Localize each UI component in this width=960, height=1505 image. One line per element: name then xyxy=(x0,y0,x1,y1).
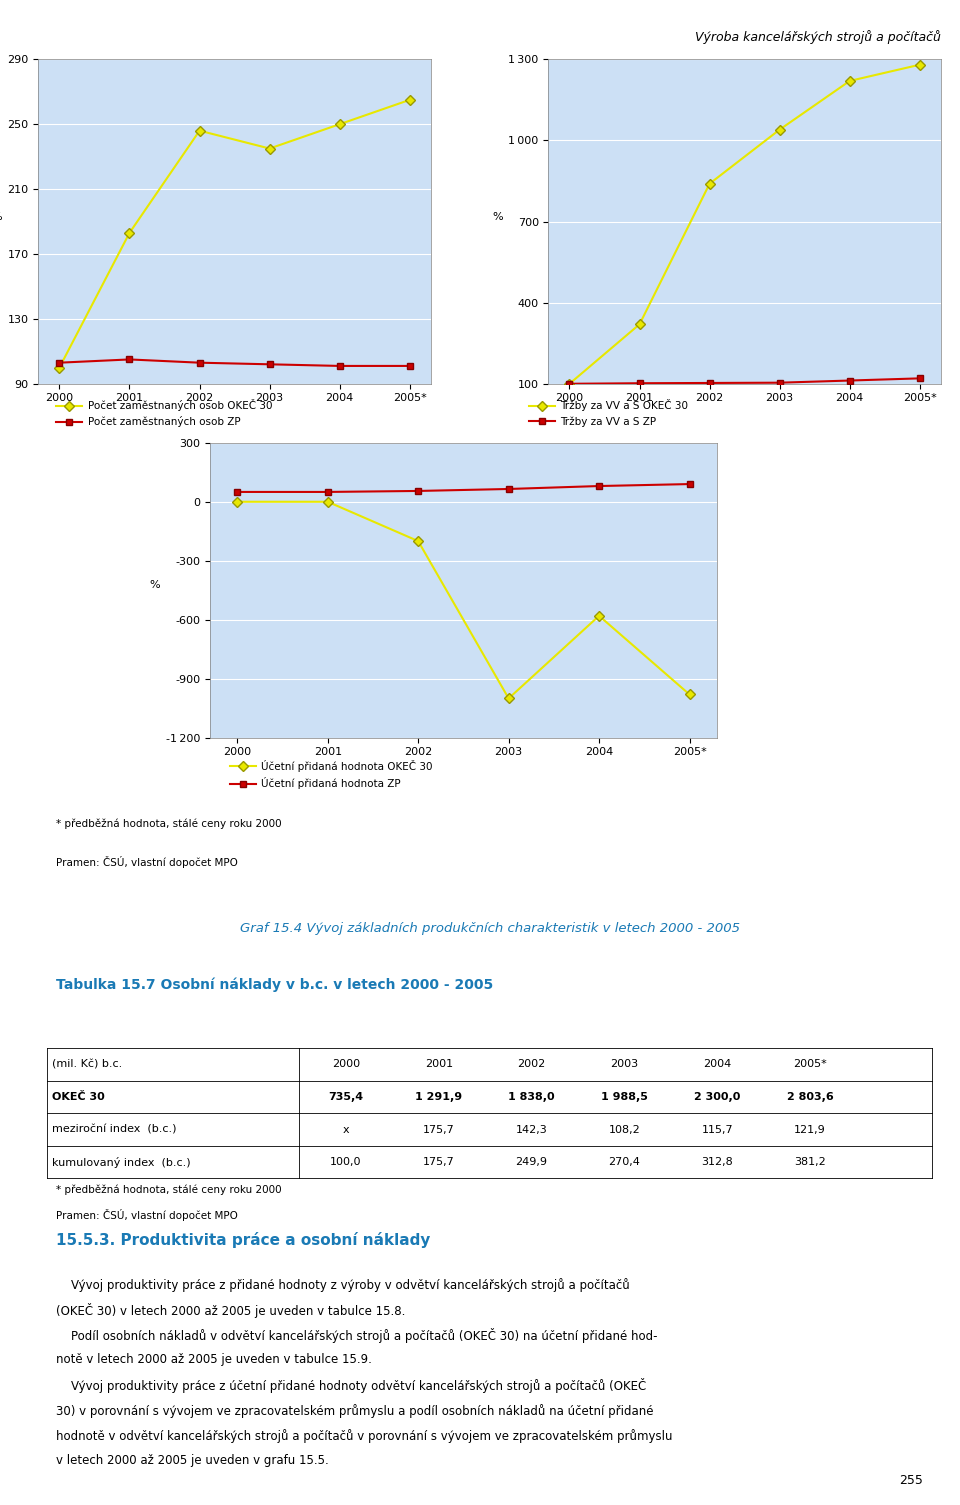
Text: v letech 2000 až 2005 je uveden v grafu 15.5.: v letech 2000 až 2005 je uveden v grafu … xyxy=(57,1454,329,1467)
Text: kumulovaný index  (b.c.): kumulovaný index (b.c.) xyxy=(52,1157,191,1168)
Text: Podíl osobních nákladů v odvětví kancelářských strojů a počítačů (OKEČ 30) na úč: Podíl osobních nákladů v odvětví kancelá… xyxy=(57,1327,658,1342)
Text: 2000: 2000 xyxy=(332,1060,360,1070)
Text: 249,9: 249,9 xyxy=(516,1157,547,1168)
Text: 381,2: 381,2 xyxy=(794,1157,826,1168)
Text: Výroba kancelářských strojů a počítačů: Výroba kancelářských strojů a počítačů xyxy=(695,30,941,44)
Text: 735,4: 735,4 xyxy=(328,1093,364,1102)
Text: 100,0: 100,0 xyxy=(330,1157,362,1168)
Text: 2002: 2002 xyxy=(517,1060,545,1070)
Text: 1 988,5: 1 988,5 xyxy=(601,1093,648,1102)
Y-axis label: %: % xyxy=(0,212,2,221)
Legend: Tržby za VV a S OKEČ 30, Tržby za VV a S ZP: Tržby za VV a S OKEČ 30, Tržby za VV a S… xyxy=(525,396,692,432)
Text: OKEČ 30: OKEČ 30 xyxy=(52,1093,105,1102)
Text: Vývoj produktivity práce z účetní přidané hodnoty odvětví kancelářských strojů a: Vývoj produktivity práce z účetní přidan… xyxy=(57,1379,647,1394)
Text: 312,8: 312,8 xyxy=(702,1157,733,1168)
Text: * předběžná hodnota, stálé ceny roku 2000: * předběžná hodnota, stálé ceny roku 200… xyxy=(57,819,282,829)
Text: 2003: 2003 xyxy=(611,1060,638,1070)
Text: 2 300,0: 2 300,0 xyxy=(694,1093,740,1102)
Text: 1 291,9: 1 291,9 xyxy=(415,1093,463,1102)
Text: Pramen: ČSÚ, vlastní dopočet MPO: Pramen: ČSÚ, vlastní dopočet MPO xyxy=(57,1209,238,1221)
Text: 30) v porovnání s vývojem ve zpracovatelském průmyslu a podíl osobních nákladů n: 30) v porovnání s vývojem ve zpracovatel… xyxy=(57,1404,654,1418)
Text: 15.5.3. Produktivita práce a osobní náklady: 15.5.3. Produktivita práce a osobní nákl… xyxy=(57,1233,431,1249)
Text: notě v letech 2000 až 2005 je uveden v tabulce 15.9.: notě v letech 2000 až 2005 je uveden v t… xyxy=(57,1353,372,1367)
Text: x: x xyxy=(343,1124,349,1135)
Text: 115,7: 115,7 xyxy=(702,1124,733,1135)
Y-axis label: %: % xyxy=(492,212,503,221)
Text: Pramen: ČSÚ, vlastní dopočet MPO: Pramen: ČSÚ, vlastní dopočet MPO xyxy=(57,856,238,868)
Text: 2001: 2001 xyxy=(424,1060,453,1070)
Text: meziroční index  (b.c.): meziroční index (b.c.) xyxy=(52,1124,177,1135)
Text: hodnotě v odvětví kancelářských strojů a počítačů v porovnání s vývojem ve zprac: hodnotě v odvětví kancelářských strojů a… xyxy=(57,1428,673,1443)
Text: 121,9: 121,9 xyxy=(794,1124,826,1135)
Text: 175,7: 175,7 xyxy=(422,1157,455,1168)
Text: * předběžná hodnota, stálé ceny roku 2000: * předběžná hodnota, stálé ceny roku 200… xyxy=(57,1184,282,1195)
Text: 270,4: 270,4 xyxy=(609,1157,640,1168)
Text: (mil. Kč) b.c.: (mil. Kč) b.c. xyxy=(52,1060,122,1070)
Text: 175,7: 175,7 xyxy=(422,1124,455,1135)
Text: 2005*: 2005* xyxy=(793,1060,828,1070)
Text: 142,3: 142,3 xyxy=(516,1124,547,1135)
Text: 1 838,0: 1 838,0 xyxy=(508,1093,555,1102)
Text: 2 803,6: 2 803,6 xyxy=(787,1093,833,1102)
Text: 108,2: 108,2 xyxy=(609,1124,640,1135)
Text: Tabulka 15.7 Osobní náklady v b.c. v letech 2000 - 2005: Tabulka 15.7 Osobní náklady v b.c. v let… xyxy=(57,977,493,992)
Y-axis label: %: % xyxy=(150,581,160,590)
Text: Vývoj produktivity práce z přidané hodnoty z výroby v odvětví kancelářských stro: Vývoj produktivity práce z přidané hodno… xyxy=(57,1278,630,1291)
Text: 255: 255 xyxy=(899,1475,923,1487)
Text: Graf 15.4 Vývoj základních produkčních charakteristik v letech 2000 - 2005: Graf 15.4 Vývoj základních produkčních c… xyxy=(240,923,739,935)
Legend: Účetní přidaná hodnota OKEČ 30, Účetní přidaná hodnota ZP: Účetní přidaná hodnota OKEČ 30, Účetní p… xyxy=(226,756,437,793)
Text: (OKEČ 30) v letech 2000 až 2005 je uveden v tabulce 15.8.: (OKEČ 30) v letech 2000 až 2005 je uvede… xyxy=(57,1303,406,1318)
Text: 2004: 2004 xyxy=(703,1060,732,1070)
Legend: Počet zaměstnaných osob OKEČ 30, Počet zaměstnaných osob ZP: Počet zaměstnaných osob OKEČ 30, Počet z… xyxy=(52,394,276,432)
